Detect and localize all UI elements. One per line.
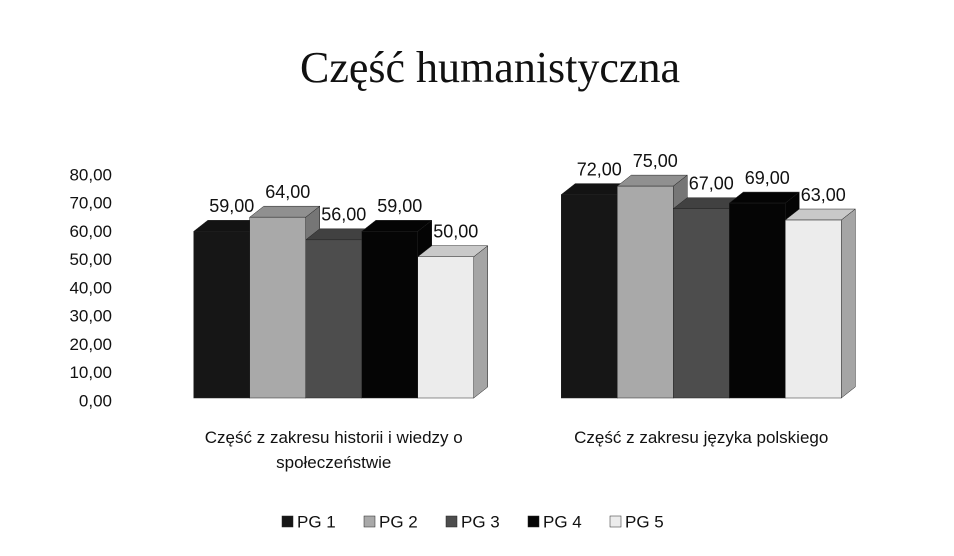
data-label: 69,00 — [745, 168, 790, 188]
data-label: 56,00 — [321, 205, 366, 225]
bar — [561, 194, 618, 399]
legend-swatch — [363, 515, 376, 528]
data-label: 63,00 — [801, 185, 846, 205]
legend-label: PG 1 — [297, 512, 336, 531]
y-tick-label: 70,00 — [69, 194, 112, 213]
y-tick-label: 80,00 — [69, 165, 112, 184]
y-tick-label: 0,00 — [79, 391, 112, 410]
legend-label: PG 2 — [379, 512, 418, 531]
bar — [193, 231, 250, 399]
y-tick-label: 20,00 — [69, 335, 112, 354]
data-label: 67,00 — [689, 173, 734, 193]
y-tick-label: 40,00 — [69, 278, 112, 297]
data-label: 75,00 — [633, 151, 678, 171]
data-label: 72,00 — [577, 159, 622, 179]
bar-side — [841, 208, 856, 399]
bar — [785, 219, 842, 399]
data-label: 50,00 — [433, 222, 478, 242]
x-tick-label: Część z zakresu historii i wiedzy o społ… — [204, 428, 463, 472]
y-tick-label: 50,00 — [69, 250, 112, 269]
bar — [361, 231, 418, 399]
bar — [249, 216, 306, 399]
data-label: 59,00 — [377, 196, 422, 216]
legend-swatch — [527, 515, 540, 528]
bar — [729, 202, 786, 399]
y-tick-label: 30,00 — [69, 307, 112, 326]
data-label: 59,00 — [209, 196, 254, 216]
data-label: 64,00 — [265, 182, 310, 202]
legend-label: PG 5 — [625, 512, 664, 531]
legend-swatch — [281, 515, 294, 528]
legend-label: PG 3 — [461, 512, 500, 531]
bar — [617, 185, 674, 399]
legend-label: PG 4 — [543, 512, 582, 531]
legend-swatch — [609, 515, 622, 528]
bar — [417, 256, 474, 399]
chart-title: Część humanistyczna — [300, 43, 680, 92]
y-tick-label: 10,00 — [69, 363, 112, 382]
legend-swatch — [445, 515, 458, 528]
bar — [305, 239, 362, 399]
bar — [673, 208, 730, 399]
y-tick-label: 60,00 — [69, 222, 112, 241]
x-tick-label: Część z zakresu języka polskiego — [574, 428, 829, 447]
bar-side — [473, 245, 488, 399]
